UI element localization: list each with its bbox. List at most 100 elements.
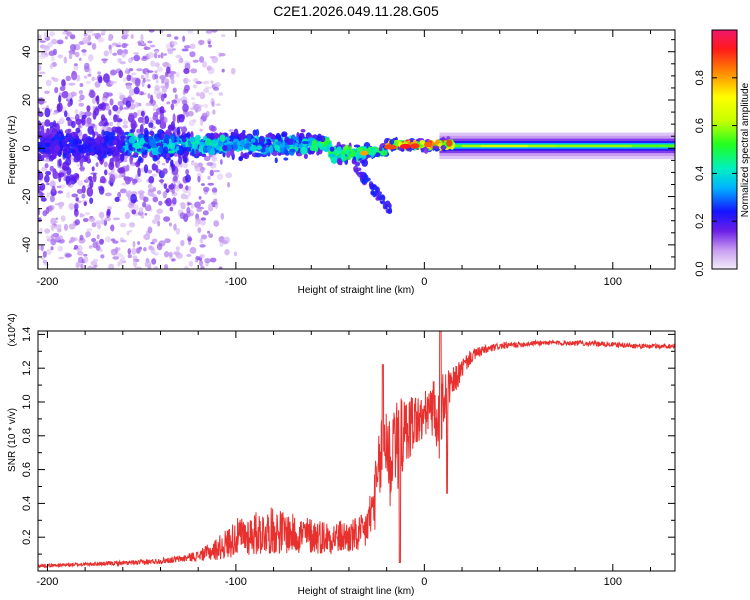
spectrogram-speckle <box>199 253 205 259</box>
spectrogram-speckle <box>231 67 236 75</box>
spectrogram-speckle <box>221 240 228 245</box>
spectrogram-blob <box>306 134 314 139</box>
spectrogram-speckle <box>154 70 158 74</box>
spectrogram-blob <box>238 156 243 162</box>
spectrogram-speckle <box>156 160 161 165</box>
spectrogram-blob <box>204 138 213 147</box>
snr-series-line <box>38 331 675 569</box>
spectrogram-speckle <box>201 60 208 68</box>
spectrogram-speckle <box>95 162 99 167</box>
spectrogram-blob <box>380 200 386 205</box>
spectrogram-speckle <box>82 36 89 44</box>
spectrogram-speckle <box>38 53 46 60</box>
spectrogram-blob <box>254 152 262 158</box>
snr-xtick-label: -200 <box>36 576 58 588</box>
spectrogram-blob <box>152 154 158 162</box>
spectrogram-ytick-label: 40 <box>21 46 33 58</box>
spectrogram-speckle <box>212 86 220 91</box>
spectrogram-speckle <box>88 54 94 62</box>
spectrogram-band <box>537 145 632 148</box>
spectrogram-speckle <box>44 90 50 94</box>
spectrogram-speckle <box>83 32 88 37</box>
spectrogram-speckle <box>152 196 159 203</box>
spectrogram-speckle <box>100 176 106 184</box>
spectrogram-blob <box>42 149 46 153</box>
spectrogram-blob <box>374 190 378 195</box>
spectrogram-speckle <box>130 34 134 40</box>
spectrogram-speckle <box>63 56 68 64</box>
colorbar-tick-label: 0.2 <box>694 214 706 229</box>
spectrogram-speckle <box>70 176 76 182</box>
spectrogram-speckle <box>186 253 192 257</box>
spectrogram-speckle <box>168 251 173 258</box>
spectrogram-speckle <box>40 125 45 135</box>
spectrogram-blob <box>243 152 250 160</box>
colorbar: 0.0 0.2 0.4 0.6 0.8 Normalized spectral ampl… <box>694 29 750 277</box>
spectrogram-blob <box>217 140 223 147</box>
spectrogram-blob <box>83 144 91 152</box>
spectrogram-speckle <box>104 217 112 222</box>
spectrogram-speckle <box>213 198 218 203</box>
spectrogram-speckle <box>39 40 46 43</box>
spectrogram-blob <box>295 142 299 147</box>
spectrogram-speckle <box>150 60 156 67</box>
spectrogram-speckle <box>121 52 126 58</box>
spectrogram-blob <box>389 139 395 145</box>
spectrogram-blob <box>59 144 64 152</box>
spectrogram-speckle <box>202 210 209 216</box>
spectrogram-blob <box>255 128 260 137</box>
spectrogram-speckle <box>159 179 165 183</box>
spectrogram-blob <box>64 147 68 152</box>
spectrogram-speckle <box>173 258 176 262</box>
spectrogram-speckle <box>86 186 94 197</box>
spectrogram-speckle <box>39 191 44 199</box>
spectrogram-blob <box>265 134 271 138</box>
spectrogram-speckle <box>89 179 94 189</box>
colorbar-axis: 0.0 0.2 0.4 0.6 0.8 <box>694 70 737 277</box>
spectrogram-speckle <box>119 222 127 228</box>
spectrogram-blob <box>226 149 231 158</box>
spectrogram-blob <box>359 171 363 175</box>
spectrogram-speckle <box>148 246 155 251</box>
spectrogram-speckle <box>49 31 56 37</box>
spectrogram-speckle <box>199 40 203 46</box>
spectrogram-speckle <box>123 118 127 125</box>
spectrogram-speckle <box>46 182 50 186</box>
spectrogram-speckle <box>140 214 145 219</box>
spectrogram-speckle <box>81 49 87 53</box>
spectrogram-blob <box>182 154 187 163</box>
spectrogram-speckle <box>68 203 75 211</box>
spectrogram-speckle <box>57 102 63 113</box>
spectrogram-speckle <box>108 44 112 50</box>
snr-xtick-label: -100 <box>225 576 247 588</box>
spectrogram-speckle <box>144 79 151 82</box>
spectrogram-speckle <box>96 94 100 105</box>
spectrogram-blob <box>53 134 61 143</box>
spectrogram-speckle <box>203 155 211 161</box>
spectrogram-speckle <box>189 246 197 254</box>
spectrogram-speckle <box>155 50 159 54</box>
spectrogram-blob <box>63 152 68 156</box>
spectrogram-speckle <box>137 190 145 195</box>
spectrogram-speckle <box>86 105 91 112</box>
spectrogram-speckle <box>204 258 211 264</box>
colorbar-tick-label: 0.0 <box>694 261 706 276</box>
spectrogram-blob <box>301 141 309 145</box>
spectrogram-speckle <box>195 81 203 85</box>
spectrogram-speckle <box>155 164 159 173</box>
spectrogram-speckle <box>147 93 151 99</box>
spectrogram-speckle <box>143 196 149 203</box>
spectrogram-speckle <box>108 162 115 171</box>
spectrogram-speckle <box>147 84 151 89</box>
spectrogram-hotspot <box>399 143 412 149</box>
spectrogram-speckle <box>45 79 52 87</box>
spectrogram-speckle <box>63 223 68 231</box>
spectrogram-speckle <box>73 63 78 67</box>
spectrogram-blob <box>178 145 184 151</box>
spectrogram-speckle <box>103 219 108 226</box>
spectrogram-blob <box>144 138 149 143</box>
spectrogram-speckle <box>172 87 177 93</box>
spectrogram-blob <box>129 129 133 134</box>
spectrogram-speckle <box>145 102 152 107</box>
snr-ytick-label: 0.4 <box>21 496 33 511</box>
